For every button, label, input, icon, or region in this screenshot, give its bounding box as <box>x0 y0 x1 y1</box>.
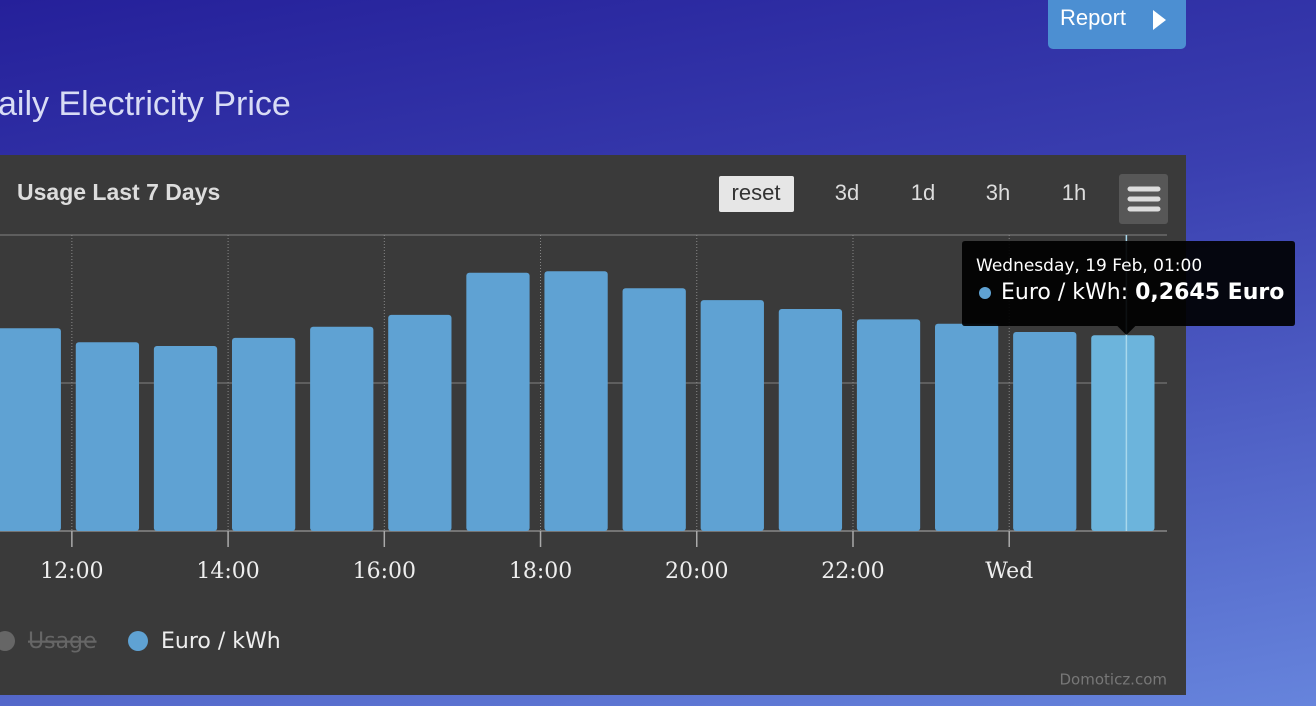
range-button[interactable]: 1h <box>1062 180 1086 205</box>
bar <box>310 326 374 531</box>
bar <box>544 271 608 531</box>
report-label[interactable]: Report <box>1060 5 1126 30</box>
range-button[interactable]: 1d <box>911 180 935 205</box>
bar <box>935 323 999 531</box>
range-button[interactable]: 3d <box>835 180 859 205</box>
range-button[interactable]: 3h <box>986 180 1010 205</box>
credits[interactable]: Domoticz.com <box>1060 671 1168 689</box>
tooltip-series: Euro / kWh <box>1001 280 1121 305</box>
bar <box>0 328 61 531</box>
menu-icon <box>1127 186 1161 212</box>
tooltip-dot <box>979 287 991 299</box>
x-tick-label: 18:00 <box>509 559 572 584</box>
legend-item[interactable]: Euro / kWh <box>161 629 281 654</box>
tooltip-line: Euro / kWh: 0,2645 Euro <box>1001 280 1284 305</box>
bar <box>856 319 921 531</box>
x-tick-label: Wed <box>985 559 1033 584</box>
bar <box>466 272 530 531</box>
bar <box>700 300 764 531</box>
x-tick-label: 14:00 <box>196 559 259 584</box>
chart-title: Usage Last 7 Days <box>17 179 220 205</box>
report-button[interactable] <box>1048 0 1186 49</box>
range-button[interactable]: reset <box>732 180 781 205</box>
tooltip-box <box>962 241 1295 335</box>
bar <box>388 314 452 531</box>
legend-symbol[interactable] <box>0 631 15 651</box>
page-title: aily Electricity Price <box>0 85 291 123</box>
bar <box>778 309 843 531</box>
x-tick-label: 16:00 <box>353 559 416 584</box>
bar <box>622 288 686 531</box>
report-arrow <box>1153 10 1166 30</box>
tooltip-sep: : <box>1121 280 1135 305</box>
x-tick-label: 20:00 <box>665 559 728 584</box>
bar <box>231 337 296 531</box>
bar <box>1013 331 1077 531</box>
legend-item[interactable]: Usage <box>28 629 97 654</box>
bar <box>153 346 218 531</box>
range-button-bg[interactable] <box>719 176 794 212</box>
bar <box>1091 335 1155 531</box>
tooltip-value: 0,2645 Euro <box>1135 280 1284 305</box>
x-tick-label: 22:00 <box>821 559 884 584</box>
tooltip-header: Wednesday, 19 Feb, 01:00 <box>976 256 1202 276</box>
bar <box>75 342 140 531</box>
legend-symbol[interactable] <box>128 631 148 651</box>
x-tick-label: 12:00 <box>40 559 103 584</box>
